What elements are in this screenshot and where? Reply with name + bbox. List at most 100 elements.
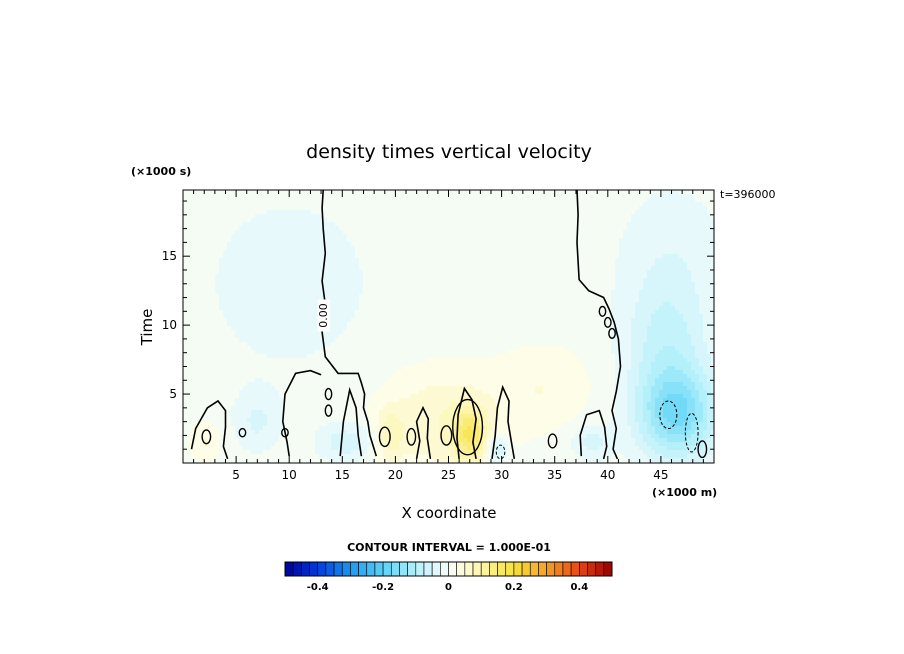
field-cell [287,442,292,447]
field-cell [271,342,276,347]
field-cell [395,442,400,447]
field-cell [363,214,368,219]
field-cell [371,298,376,303]
field-cell [387,414,392,419]
field-cell [347,246,352,251]
field-cell [367,250,372,255]
field-cell [391,402,396,407]
field-cell [443,282,448,287]
field-cell [247,334,252,339]
field-cell [435,274,440,279]
field-cell [403,302,408,307]
field-cell [407,282,412,287]
field-cell [315,338,320,343]
field-cell [183,310,188,315]
field-cell [183,354,188,359]
field-cell [303,330,308,335]
field-cell [359,238,364,243]
field-cell [295,290,300,295]
field-cell [351,302,356,307]
field-cell [259,226,264,231]
field-cell [231,334,236,339]
field-cell [411,254,416,259]
field-cell [259,198,264,203]
field-cell [451,330,456,335]
field-cell [219,258,224,263]
field-cell [187,442,192,447]
field-cell [395,362,400,367]
field-cell [195,334,200,339]
field-cell [323,458,328,463]
field-cell [323,414,328,419]
field-cell [415,266,420,271]
field-cell [379,306,384,311]
field-cell [191,414,196,419]
field-cell [443,254,448,259]
field-cell [351,454,356,459]
field-cell [299,250,304,255]
field-cell [279,190,284,195]
field-cell [231,406,236,411]
field-cell [275,346,280,351]
field-cell [459,270,464,275]
field-cell [463,290,468,295]
field-cell [411,378,416,383]
field-cell [231,362,236,367]
field-cell [427,230,432,235]
field-cell [439,266,444,271]
field-cell [283,282,288,287]
field-cell [239,206,244,211]
field-cell [243,218,248,223]
field-cell [239,226,244,231]
field-cell [347,190,352,195]
field-cell [195,394,200,399]
field-cell [191,258,196,263]
field-cell [331,282,336,287]
field-cell [307,426,312,431]
field-cell [443,310,448,315]
field-cell [259,310,264,315]
field-cell [411,214,416,219]
field-cell [471,266,476,271]
field-cell [467,214,472,219]
field-cell [455,250,460,255]
field-cell [399,450,404,455]
field-cell [395,434,400,439]
field-cell [463,418,468,423]
field-cell [431,418,436,423]
field-cell [391,362,396,367]
field-cell [299,214,304,219]
field-cell [279,350,284,355]
field-cell [355,370,360,375]
field-cell [351,282,356,287]
field-cell [275,418,280,423]
field-cell [251,274,256,279]
field-cell [319,402,324,407]
field-cell [207,366,212,371]
field-cell [223,318,228,323]
field-cell [247,446,252,451]
field-cell [191,214,196,219]
field-cell [379,282,384,287]
field-cell [323,330,328,335]
field-cell [399,390,404,395]
field-cell [411,202,416,207]
field-cell [231,282,236,287]
field-cell [431,458,436,463]
field-cell [339,362,344,367]
field-cell [435,386,440,391]
field-cell [227,310,232,315]
field-cell [255,390,260,395]
field-cell [187,418,192,423]
field-cell [235,262,240,267]
field-cell [471,294,476,299]
field-cell [459,390,464,395]
field-cell [419,374,424,379]
field-cell [255,354,260,359]
field-cell [355,278,360,283]
field-cell [455,394,460,399]
field-cell [195,210,200,215]
field-cell [435,314,440,319]
field-cell [463,446,468,451]
field-cell [415,238,420,243]
